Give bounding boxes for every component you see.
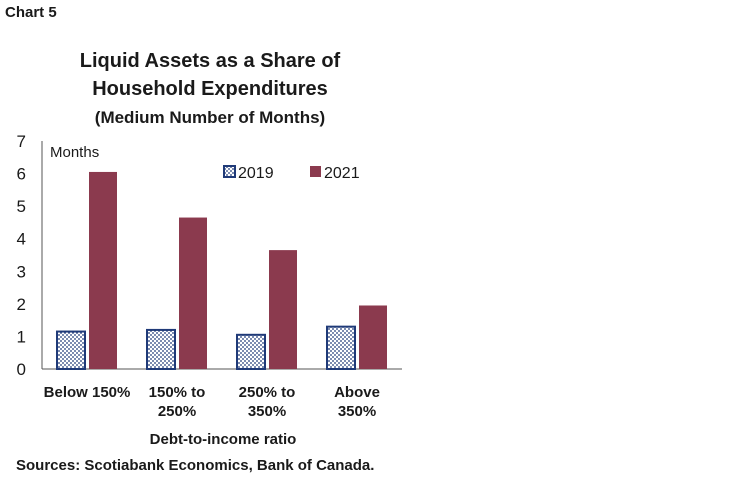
bar-2019-2 xyxy=(236,333,266,370)
y-tick-label-4: 4 xyxy=(17,230,26,249)
y-tick-label-3: 3 xyxy=(17,262,26,281)
bar-2019-1 xyxy=(146,328,176,370)
x-category-label-2-1: 350% xyxy=(248,403,286,420)
chart-number-label: Chart 5 xyxy=(5,4,57,21)
y-tick-label-2: 2 xyxy=(17,295,26,314)
y-tick-label-7: 7 xyxy=(17,132,26,151)
y-tick-label-5: 5 xyxy=(17,197,26,216)
legend-label-2021: 2021 xyxy=(324,165,360,182)
x-category-label-3-1: 350% xyxy=(338,403,376,420)
y-tick-label-6: 6 xyxy=(17,165,26,184)
source-note: Sources: Scotiabank Economics, Bank of C… xyxy=(16,457,375,474)
legend-swatch-2019 xyxy=(223,165,236,178)
bar-2021-0 xyxy=(89,171,117,369)
chart-title-line-3: (Medium Number of Months) xyxy=(94,108,326,127)
x-category-label-1-0: 150% to xyxy=(149,384,206,401)
y-axis-unit-label: Months xyxy=(50,144,99,161)
chart-title-line-2: Household Expenditures xyxy=(92,78,328,100)
bar-2021-1 xyxy=(179,217,207,369)
bar-2019-3 xyxy=(326,325,356,370)
x-category-label-1-1: 250% xyxy=(158,403,196,420)
y-tick-label-1: 1 xyxy=(17,327,26,346)
x-category-label-0-0: Below 150% xyxy=(44,384,131,401)
x-category-label-3-0: Above xyxy=(334,384,380,401)
legend-swatch-2021 xyxy=(310,166,321,177)
bar-2019-0 xyxy=(56,330,86,370)
y-tick-label-0: 0 xyxy=(17,360,26,379)
legend-label-2019: 2019 xyxy=(238,165,274,182)
x-category-label-2-0: 250% to xyxy=(239,384,296,401)
chart-title-line-1: Liquid Assets as a Share of xyxy=(79,50,341,72)
x-axis-title: Debt-to-income ratio xyxy=(150,431,297,448)
bar-2021-3 xyxy=(359,305,387,369)
bar-2021-2 xyxy=(269,250,297,369)
